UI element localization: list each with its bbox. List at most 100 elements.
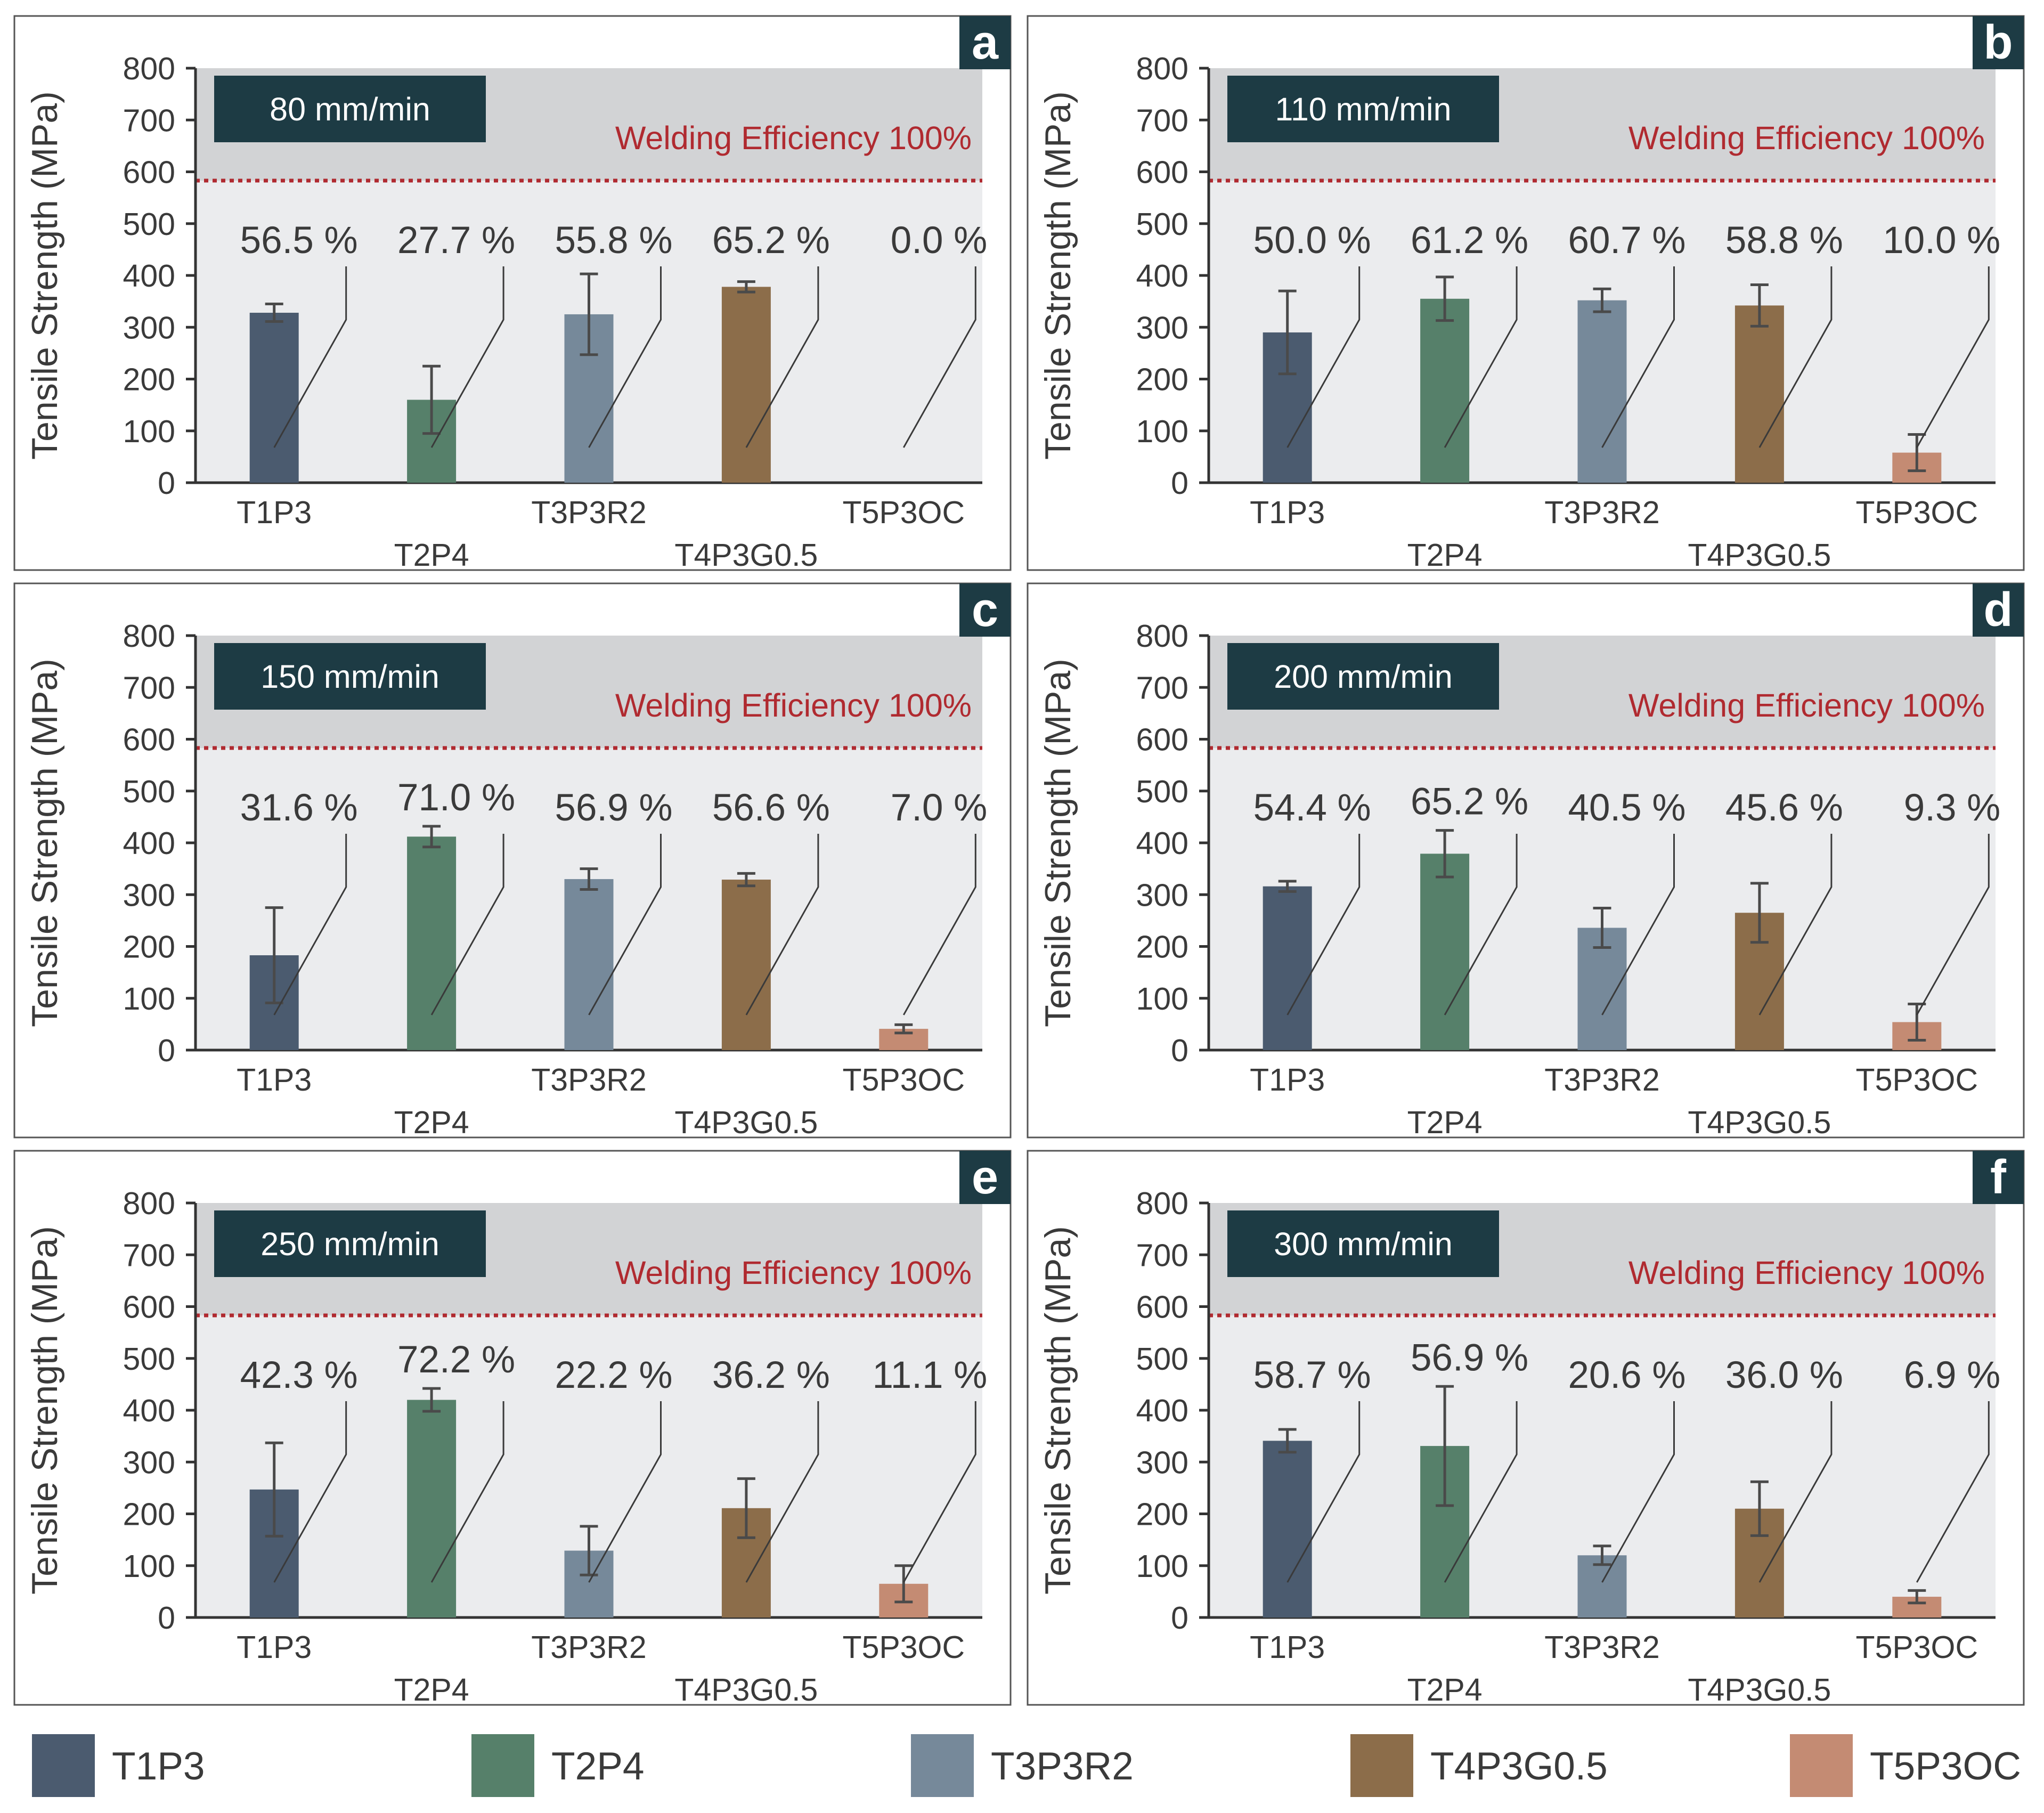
x-tick-label: T2P4 (394, 1672, 469, 1708)
y-tick-label: 100 (1136, 981, 1188, 1017)
leader-line (1286, 834, 1361, 1015)
leader-line (273, 834, 347, 1015)
bar-T1P3 (1263, 1441, 1312, 1617)
bar-T4P3G0.5 (1734, 305, 1784, 483)
efficiency-label: 36.2 % (712, 1354, 830, 1396)
efficiency-label: 60.7 % (1568, 219, 1685, 262)
y-tick-label: 500 (1136, 1342, 1188, 1377)
y-tick-label: 700 (123, 103, 175, 138)
bar-T4P3G0.5 (721, 287, 771, 483)
bar-T1P3 (1263, 886, 1312, 1050)
speed-label: 250 mm/min (260, 1226, 439, 1262)
efficiency-label: 45.6 % (1725, 787, 1843, 829)
legend-label: T1P3 (112, 1745, 205, 1788)
y-tick-label: 500 (1136, 207, 1188, 242)
efficiency-label: 11.1 % (873, 1354, 988, 1396)
leader-line (902, 266, 976, 448)
speed-badge (1227, 643, 1499, 710)
speed-badge (214, 76, 486, 142)
leader-line (1758, 834, 1833, 1015)
leader-line (273, 266, 347, 448)
chart-panels: 0 100 200 300 400 500 600 700 800 Tensile Strengt… (13, 15, 2025, 1708)
x-tick-label: T4P3G0.5 (674, 1105, 818, 1140)
y-tick-label: 0 (1171, 1033, 1188, 1068)
x-tick-label: T5P3OC (1856, 495, 1978, 530)
leader-line (1286, 1401, 1361, 1583)
y-tick-label: 800 (1136, 619, 1188, 654)
x-tick-label: T5P3OC (843, 495, 965, 530)
leader-line (1916, 834, 1990, 1015)
panel-letter: e (972, 1151, 998, 1204)
y-tick-label: 300 (123, 877, 175, 913)
x-tick-label: T2P4 (394, 538, 469, 573)
panel-letter-badge (959, 583, 1011, 637)
x-tick-label: T3P3R2 (531, 495, 646, 530)
x-tick-label: T5P3OC (843, 1630, 965, 1665)
efficiency-caption: Welding Efficiency 100% (1628, 1255, 1985, 1291)
y-tick-label: 400 (123, 826, 175, 861)
legend-swatch (32, 1734, 95, 1797)
x-tick-label: T1P3 (237, 1062, 312, 1097)
y-tick-label: 400 (1136, 1393, 1188, 1428)
x-tick-label: T4P3G0.5 (1688, 1672, 1831, 1708)
speed-badge (1227, 1210, 1499, 1277)
x-tick-label: T2P4 (394, 1105, 469, 1140)
y-axis-title: Tensile Strength (MPa) (25, 1226, 65, 1595)
speed-badge (214, 643, 486, 710)
y-tick-label: 100 (123, 981, 175, 1017)
y-axis-title: Tensile Strength (MPa) (25, 658, 65, 1027)
y-tick-label: 400 (1136, 258, 1188, 294)
x-tick-label: T1P3 (237, 1630, 312, 1665)
panel-letter: a (972, 16, 999, 69)
x-tick-label: T1P3 (237, 495, 312, 530)
efficiency-label: 56.6 % (712, 787, 830, 829)
y-axis-title: Tensile Strength (MPa) (25, 91, 65, 460)
leader-line (430, 266, 504, 448)
leader-line (1758, 1401, 1833, 1583)
x-tick-label: T2P4 (1407, 1105, 1483, 1140)
y-tick-label: 300 (1136, 877, 1188, 913)
bar-T4P3G0.5 (721, 880, 771, 1050)
leader-line (588, 834, 662, 1015)
leader-line (902, 1401, 976, 1583)
efficiency-label: 56.9 % (555, 787, 672, 829)
legend-label: T2P4 (551, 1745, 644, 1788)
y-tick-label: 200 (1136, 1497, 1188, 1532)
chart-panel-b: 0 100 200 300 400 500 600 700 800 Tensile Strengt… (1027, 15, 2025, 573)
y-tick-label: 100 (123, 1549, 175, 1584)
x-tick-label: T1P3 (1250, 495, 1325, 530)
legend-swatch (1790, 1734, 1853, 1797)
efficiency-label: 58.8 % (1725, 219, 1843, 262)
legend-label: T4P3G0.5 (1430, 1745, 1608, 1788)
x-tick-label: T3P3R2 (531, 1062, 646, 1097)
speed-label: 150 mm/min (260, 658, 439, 695)
efficiency-label: 55.8 % (555, 219, 672, 262)
y-tick-label: 0 (158, 1033, 175, 1068)
efficiency-label: 42.3 % (240, 1354, 358, 1396)
efficiency-label: 54.4 % (1253, 787, 1371, 829)
y-tick-label: 300 (123, 1445, 175, 1480)
bar-T3P3R2 (1577, 300, 1627, 483)
y-tick-label: 200 (1136, 930, 1188, 965)
efficiency-caption: Welding Efficiency 100% (615, 1255, 972, 1291)
speed-label: 110 mm/min (1275, 91, 1451, 127)
speed-label: 80 mm/min (270, 91, 430, 127)
y-tick-label: 700 (1136, 670, 1188, 705)
y-axis-title: Tensile Strength (MPa) (1038, 91, 1078, 460)
leader-line (1286, 266, 1361, 448)
panel-letter-badge (1973, 583, 2024, 637)
legend-swatch (471, 1734, 534, 1797)
efficiency-label: 58.7 % (1253, 1354, 1371, 1396)
efficiency-label: 36.0 % (1725, 1354, 1843, 1396)
y-tick-label: 600 (1136, 155, 1188, 190)
leader-line (745, 266, 819, 448)
y-tick-label: 100 (123, 414, 175, 449)
leader-line (1601, 834, 1675, 1015)
y-axis-title: Tensile Strength (MPa) (1038, 1226, 1078, 1595)
speed-badge (1227, 76, 1499, 142)
y-tick-label: 0 (1171, 1600, 1188, 1636)
y-axis-title: Tensile Strength (MPa) (1038, 658, 1078, 1027)
x-tick-label: T4P3G0.5 (1688, 1105, 1831, 1140)
efficiency-label: 10.0 % (1883, 219, 2000, 262)
y-tick-label: 300 (1136, 1445, 1188, 1480)
